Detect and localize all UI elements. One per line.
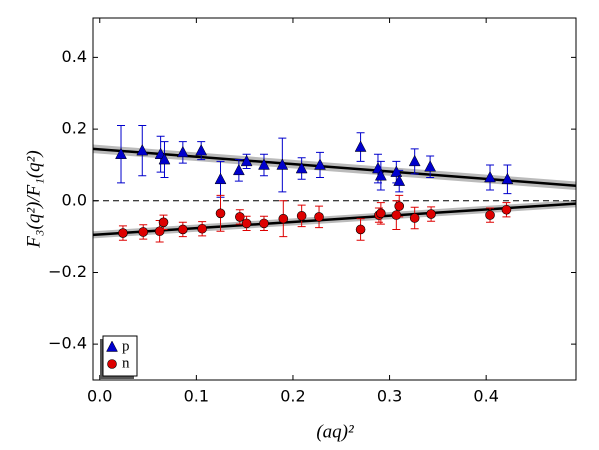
marker — [176, 145, 189, 158]
marker — [296, 211, 307, 221]
marker — [354, 140, 367, 152]
marker — [501, 204, 512, 215]
marker — [195, 144, 208, 156]
marker — [424, 160, 437, 172]
x-tick-label: 0.2 — [280, 387, 305, 406]
fit-line — [93, 147, 576, 187]
marker — [235, 212, 245, 222]
marker — [426, 209, 436, 219]
marker — [158, 217, 169, 228]
y-tick-label: 0.2 — [62, 119, 87, 138]
marker — [178, 224, 188, 235]
y-tick-label: −0.2 — [48, 262, 87, 281]
fit-line — [93, 202, 576, 237]
marker — [197, 223, 207, 234]
marker — [484, 170, 496, 183]
x-tick-label: 0.4 — [473, 387, 498, 406]
legend-box — [102, 335, 138, 377]
marker — [314, 158, 326, 170]
marker — [355, 224, 366, 235]
x-axis-label: (aq)² — [316, 421, 354, 442]
marker — [118, 228, 128, 238]
marker — [276, 158, 289, 170]
x-tick-label: 0.3 — [377, 387, 402, 406]
marker — [258, 158, 270, 170]
marker — [259, 218, 269, 229]
marker — [295, 161, 308, 174]
marker — [376, 208, 386, 219]
marker — [138, 227, 149, 237]
marker — [154, 226, 165, 237]
y-axis-label: F₃(q²)/F₁(q²) — [23, 150, 44, 248]
marker — [374, 169, 387, 181]
plot-area — [93, 125, 576, 243]
x-tick-label: 0.1 — [184, 387, 209, 406]
marker — [136, 144, 149, 156]
marker — [501, 172, 514, 185]
marker — [232, 163, 245, 176]
marker — [158, 153, 171, 165]
marker — [106, 340, 118, 352]
marker — [485, 210, 495, 220]
y-tick-label: 0.0 — [62, 190, 87, 209]
marker — [408, 154, 421, 167]
marker — [241, 218, 252, 229]
marker — [394, 201, 405, 211]
y-tick-label: 0.4 — [62, 47, 87, 66]
marker — [314, 212, 324, 222]
legend-label: n — [122, 355, 130, 371]
marker — [107, 359, 117, 369]
plot-frame — [92, 17, 577, 381]
marker — [393, 174, 406, 186]
marker — [214, 172, 227, 185]
marker — [409, 213, 420, 223]
marker — [240, 154, 253, 167]
legend-label: p — [122, 338, 130, 354]
x-tick-label: 0.0 — [87, 387, 112, 406]
marker — [215, 208, 226, 219]
marker — [278, 213, 289, 224]
marker — [115, 147, 127, 159]
y-tick-label: −0.4 — [48, 334, 87, 353]
